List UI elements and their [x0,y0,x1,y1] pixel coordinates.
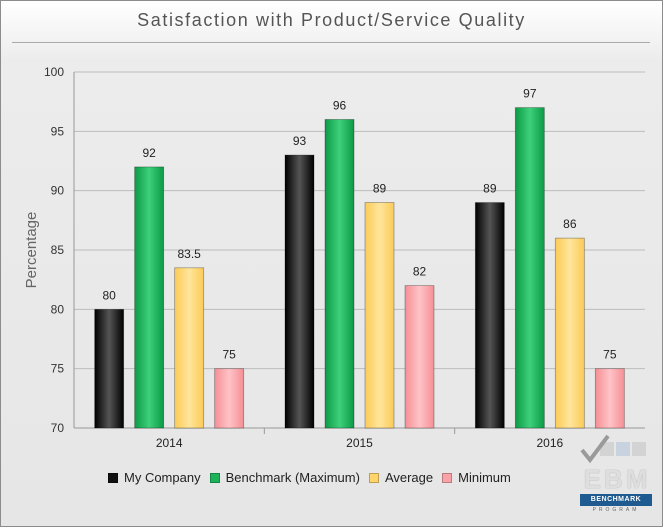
y-tick-label: 90 [51,184,65,198]
legend-label: Benchmark (Maximum) [225,470,360,485]
x-tick-label: 2015 [346,436,373,450]
y-tick-label: 85 [51,243,65,257]
y-tick-label: 80 [51,302,65,316]
bar-2014-2 [174,267,205,429]
data-label: 83.5 [177,247,201,261]
logo-subtitle: PROGRAM [592,507,640,513]
legend-swatch [209,472,220,483]
legend-label: Minimum [458,470,511,485]
bar-2016-3 [594,368,625,429]
bar-2016-1 [514,107,545,429]
bar-2015-2 [364,202,395,429]
x-tick-label: 2014 [156,436,183,450]
chart-title: Satisfaction with Product/Service Qualit… [137,10,526,30]
bar-2014-3 [214,368,245,429]
bar-2016-0 [474,202,505,429]
legend-swatch [368,472,379,483]
bar-2014-0 [94,308,125,429]
legend-item: Minimum [442,470,511,485]
data-label: 89 [483,182,497,196]
data-label: 82 [413,265,427,279]
data-label: 93 [293,134,307,148]
legend-label: My Company [124,470,201,485]
bar-2015-0 [284,154,315,429]
checkmark-icon [580,434,646,464]
y-tick-label: 75 [51,362,65,376]
logo-text: EBM [583,464,651,494]
data-label: 75 [222,348,236,362]
data-label: 97 [523,87,537,101]
data-label: 96 [333,98,347,112]
bar-2015-3 [404,285,435,429]
y-tick-label: 95 [51,124,65,138]
title-divider [12,42,650,43]
legend-item: Benchmark (Maximum) [209,470,360,485]
y-tick-label: 100 [44,65,64,79]
legend-item: Average [368,470,434,485]
data-label: 92 [142,146,156,160]
data-label: 80 [102,288,116,302]
y-axis-label: Percentage [23,212,40,289]
legend-item: My Company [108,470,201,485]
logo-banner: BENCHMARK [580,494,652,506]
data-label: 89 [373,182,387,196]
data-label: 86 [563,217,577,231]
bar-2014-1 [134,166,165,429]
bar-2015-1 [324,119,355,429]
legend-swatch [442,472,453,483]
legend-label: Average [384,470,434,485]
y-tick-label: 70 [51,421,65,435]
data-label: 75 [603,348,617,362]
ebm-logo: EBM BENCHMARK PROGRAM [578,434,654,518]
legend-swatch [108,472,118,483]
legend: My Company Benchmark (Maximum) Average Mini… [108,470,520,485]
x-tick-label: 2016 [536,436,563,450]
bar-2016-2 [554,237,585,429]
